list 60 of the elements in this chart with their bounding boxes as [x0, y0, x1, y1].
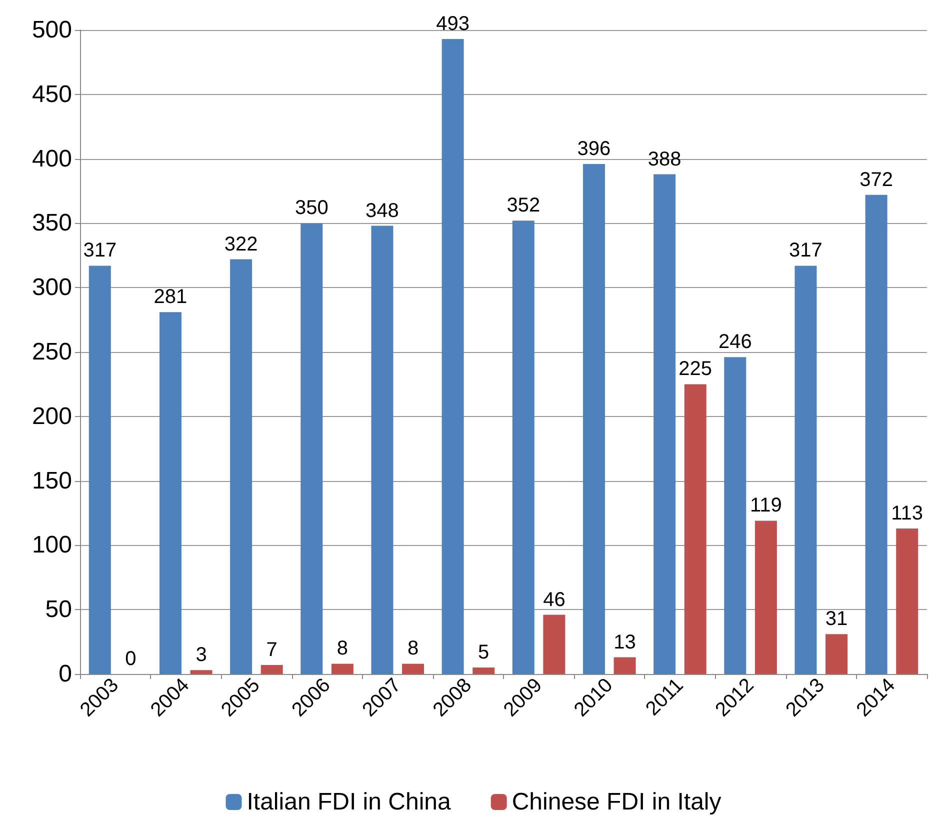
bar: [614, 657, 636, 674]
data-label: 396: [577, 138, 611, 160]
bar: [300, 223, 323, 674]
data-label: 3: [196, 644, 207, 666]
y-tick-label: 350: [32, 210, 72, 237]
data-label: 317: [83, 240, 117, 262]
y-tick-label: 0: [58, 660, 72, 688]
data-label: 493: [436, 13, 470, 36]
y-tick-label: 150: [32, 467, 72, 494]
bar: [190, 670, 212, 674]
data-label: 119: [750, 494, 782, 517]
data-label: 350: [294, 197, 328, 220]
data-label: 113: [891, 502, 924, 524]
y-tick-label: 300: [32, 274, 72, 302]
data-label: 322: [224, 233, 258, 256]
bar: [684, 384, 706, 674]
bar: [442, 39, 464, 674]
y-tick-label: 200: [32, 402, 72, 430]
bar: [331, 664, 354, 674]
bar: [472, 668, 495, 674]
data-label: 13: [614, 631, 636, 654]
y-tick-label: 450: [32, 80, 72, 108]
data-label: 46: [543, 588, 566, 611]
data-label: 7: [266, 638, 278, 661]
data-label: 31: [825, 608, 848, 630]
bar: [159, 312, 182, 674]
data-label: 388: [648, 148, 682, 170]
bar: [896, 528, 918, 674]
y-tick-label: 250: [32, 338, 72, 366]
bar: [794, 266, 817, 674]
data-label: 317: [789, 240, 822, 262]
data-label: 372: [860, 168, 893, 191]
legend-label: Chinese FDI in Italy: [512, 788, 722, 816]
data-label: 281: [154, 286, 188, 308]
bar: [402, 664, 424, 674]
data-label: 0: [125, 648, 136, 670]
bar: [371, 226, 394, 674]
bar: [260, 664, 283, 674]
data-label: 348: [366, 200, 399, 222]
data-label: 8: [407, 638, 419, 660]
y-tick-label: 100: [32, 532, 72, 559]
bar: [724, 357, 746, 674]
bar: [88, 266, 111, 674]
legend-label: Italian FDI in China: [246, 788, 452, 816]
y-tick-label: 500: [32, 16, 72, 44]
bar: [865, 194, 888, 674]
data-label: 5: [478, 642, 490, 664]
bar: [654, 174, 676, 674]
bar: [543, 614, 566, 674]
bar: [754, 520, 777, 674]
y-tick-label: 50: [45, 596, 72, 624]
bar: [230, 259, 252, 674]
data-label: 8: [336, 638, 348, 660]
data-label: 352: [506, 194, 540, 217]
bar: [826, 634, 848, 674]
bar: [582, 164, 605, 674]
data-label: 225: [678, 358, 712, 380]
y-tick-label: 400: [32, 145, 72, 172]
data-label: 246: [718, 331, 752, 354]
bar: [512, 220, 534, 674]
